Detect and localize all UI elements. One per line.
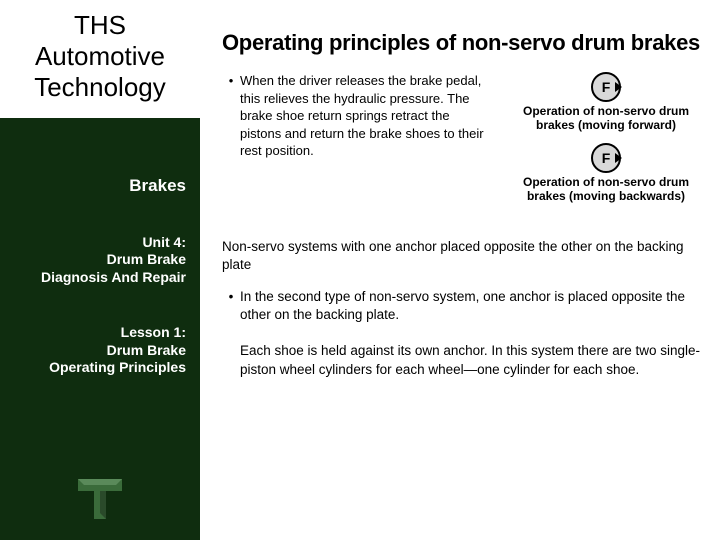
unit-line-3: Diagnosis And Repair [14, 269, 186, 287]
lesson-line-3: Operating Principles [14, 359, 186, 377]
figure-2-icon: F [591, 143, 621, 173]
title-line-1: THS [6, 10, 194, 41]
bullet-dot: • [222, 288, 240, 324]
lesson-block: Lesson 1: Drum Brake Operating Principle… [14, 324, 186, 377]
bullet-1-text: When the driver releases the brake pedal… [240, 72, 492, 214]
unit-block: Unit 4: Drum Brake Diagnosis And Repair [14, 234, 186, 287]
unit-line-2: Drum Brake [14, 251, 186, 269]
section-label: Brakes [14, 176, 186, 196]
sidebar: THS Automotive Technology Brakes Unit 4:… [0, 0, 200, 540]
figure-1: F Operation of non-servo drum brakes (mo… [504, 72, 708, 133]
bullet-1: • When the driver releases the brake ped… [222, 72, 492, 214]
sidebar-title: THS Automotive Technology [0, 0, 200, 118]
paragraph: Each shoe is held against its own anchor… [222, 342, 708, 378]
lesson-line-2: Drum Brake [14, 342, 186, 360]
top-row: • When the driver releases the brake ped… [222, 72, 708, 214]
main-content: Operating principles of non-servo drum b… [200, 0, 720, 540]
bullet-2-text: In the second type of non-servo system, … [240, 288, 708, 324]
bullet-2: • In the second type of non-servo system… [222, 288, 708, 324]
figure-2: F Operation of non-servo drum brakes (mo… [504, 143, 708, 204]
bullet-dot: • [222, 72, 240, 214]
title-line-3: Technology [6, 72, 194, 103]
lesson-line-1: Lesson 1: [14, 324, 186, 342]
subheading: Non-servo systems with one anchor placed… [222, 238, 708, 274]
logo-icon [72, 469, 128, 530]
figure-1-caption: Operation of non-servo drum brakes (movi… [504, 104, 708, 133]
unit-line-1: Unit 4: [14, 234, 186, 252]
figure-column: F Operation of non-servo drum brakes (mo… [504, 72, 708, 214]
figure-2-caption: Operation of non-servo drum brakes (movi… [504, 175, 708, 204]
page-title: Operating principles of non-servo drum b… [222, 30, 708, 56]
title-line-2: Automotive [6, 41, 194, 72]
figure-1-icon: F [591, 72, 621, 102]
